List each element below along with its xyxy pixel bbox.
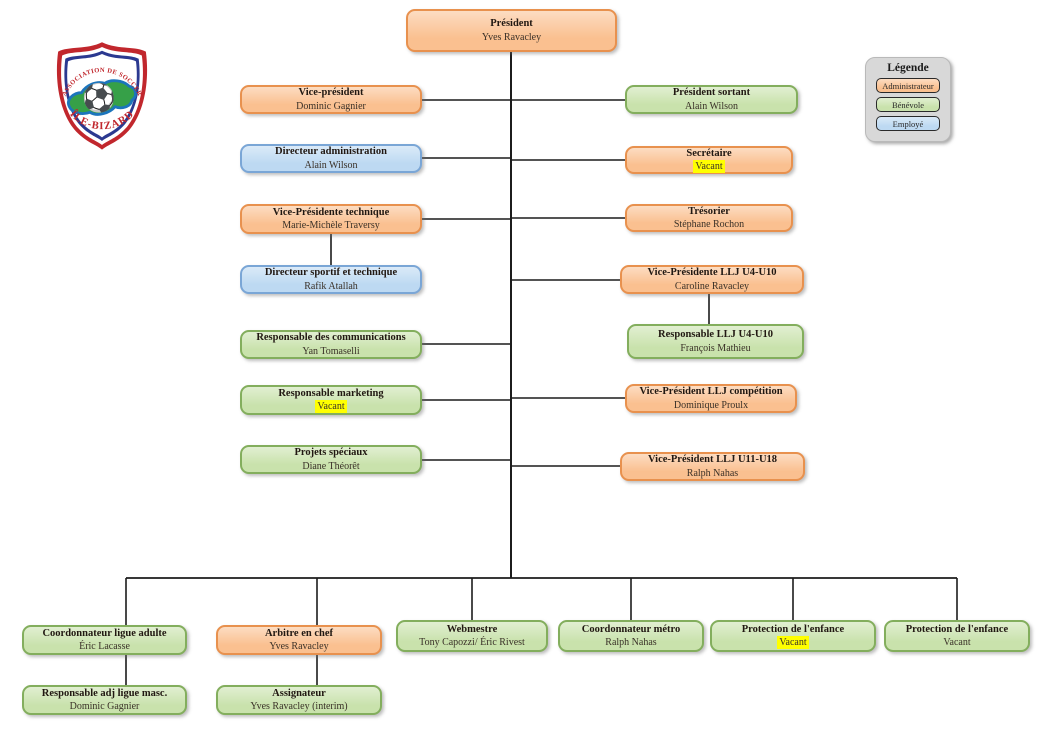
legend-items: Administrateur Bénévole Employé xyxy=(866,78,950,131)
node-title: Vice-Président LLJ compétition xyxy=(639,386,783,398)
org-node-directeur-administration[interactable]: Directeur administration Alain Wilson xyxy=(240,144,422,173)
node-title: Coordonnateur ligue adulte xyxy=(42,627,167,639)
node-person-vacant: Vacant xyxy=(693,160,725,174)
node-title: Webmestre xyxy=(446,623,498,635)
node-person: Caroline Ravacley xyxy=(674,280,750,292)
org-node-vp-llj-competition[interactable]: Vice-Président LLJ compétition Dominique … xyxy=(625,384,797,413)
node-title: Vice-président xyxy=(298,87,364,99)
node-title: Assignateur xyxy=(272,687,326,699)
node-title: Responsable LLJ U4-U10 xyxy=(658,329,773,341)
node-person: Yan Tomaselli xyxy=(302,345,360,357)
org-node-responsable-marketing[interactable]: Responsable marketing Vacant xyxy=(240,385,422,415)
node-person: Yves Ravacley xyxy=(481,31,542,43)
node-person: Diane Théorêt xyxy=(302,460,360,472)
node-title: Président sortant xyxy=(672,87,751,99)
node-person-vacant: Vacant xyxy=(777,636,809,650)
legend-item-benevole: Bénévole xyxy=(876,97,940,112)
node-person: Yves Ravacley (interim) xyxy=(250,701,348,713)
node-person: Tony Capozzi/ Éric Rivest xyxy=(419,637,525,649)
org-node-vp-llj-u4-u10[interactable]: Vice-Présidente LLJ U4-U10 Caroline Ravac… xyxy=(620,265,804,294)
node-title: Responsable des communications xyxy=(256,332,406,344)
node-title: Directeur administration xyxy=(275,146,387,158)
club-crest-logo: ⚽ ASSOCIATION DE SOCCER ÎLE-BIZARD xyxy=(56,42,148,150)
org-node-tresorier[interactable]: Trésorier Stéphane Rochon xyxy=(625,204,793,232)
node-title: Trésorier xyxy=(688,205,730,217)
org-node-responsable-adj-ligue-masc[interactable]: Responsable adj ligue masc. Dominic Gagni… xyxy=(22,685,187,715)
node-person: Ralph Nahas xyxy=(605,637,657,649)
node-person: Alain Wilson xyxy=(304,159,358,171)
node-title: Projets spéciaux xyxy=(294,447,368,459)
node-title: Responsable adj ligue masc. xyxy=(41,687,168,699)
node-title: Vice-Présidente technique xyxy=(272,206,390,218)
node-title: Président xyxy=(490,18,533,30)
soccer-ball-icon: ⚽ xyxy=(81,82,116,114)
org-node-webmestre[interactable]: Webmestre Tony Capozzi/ Éric Rivest xyxy=(396,620,548,652)
node-person: Éric Lacasse xyxy=(79,641,130,653)
island-shape xyxy=(67,79,137,116)
org-node-coordonnateur-metro[interactable]: Coordonnateur métro Ralph Nahas xyxy=(558,620,704,652)
legend-panel: Légende Administrateur Bénévole Employé xyxy=(865,57,951,142)
node-title: Vice-Président LLJ U11-U18 xyxy=(647,454,778,466)
node-title: Secrétaire xyxy=(686,147,732,159)
node-person: Yves Ravacley xyxy=(269,641,329,653)
org-node-secretaire[interactable]: Secrétaire Vacant xyxy=(625,146,793,174)
org-node-assignateur[interactable]: Assignateur Yves Ravacley (interim) xyxy=(216,685,382,715)
node-person: Dominic Gagnier xyxy=(296,100,366,112)
org-node-president[interactable]: Président Yves Ravacley xyxy=(406,9,617,52)
org-node-protection-enfance-2[interactable]: Protection de l'enfance Vacant xyxy=(884,620,1030,652)
node-person: Ralph Nahas xyxy=(686,467,739,479)
legend-title: Légende xyxy=(887,62,929,74)
org-node-president-sortant[interactable]: Président sortant Alain Wilson xyxy=(625,85,798,114)
node-title: Responsable marketing xyxy=(278,387,384,399)
org-node-coordonnateur-ligue-adulte[interactable]: Coordonnateur ligue adulte Éric Lacasse xyxy=(22,625,187,655)
node-person: Dominic Gagnier xyxy=(69,701,140,713)
org-node-arbitre-en-chef[interactable]: Arbitre en chef Yves Ravacley xyxy=(216,625,382,655)
node-person: Marie-Michèle Traversy xyxy=(282,220,380,232)
org-node-directeur-sportif-technique[interactable]: Directeur sportif et technique Rafik Atal… xyxy=(240,265,422,294)
node-title: Vice-Présidente LLJ U4-U10 xyxy=(647,267,777,279)
node-person: Dominique Proulx xyxy=(673,399,749,411)
node-title: Arbitre en chef xyxy=(264,627,334,639)
org-node-protection-enfance-1[interactable]: Protection de l'enfance Vacant xyxy=(710,620,876,652)
legend-item-employe: Employé xyxy=(876,116,940,131)
org-node-vice-presidente-technique[interactable]: Vice-Présidente technique Marie-Michèle T… xyxy=(240,204,422,234)
node-person: Alain Wilson xyxy=(684,100,739,112)
org-node-vp-llj-u11-u18[interactable]: Vice-Président LLJ U11-U18 Ralph Nahas xyxy=(620,452,805,481)
node-person: François Mathieu xyxy=(680,342,751,354)
org-node-projets-speciaux[interactable]: Projets spéciaux Diane Théorêt xyxy=(240,445,422,474)
node-title: Protection de l'enfance xyxy=(905,623,1009,635)
legend-item-admin: Administrateur xyxy=(876,78,940,93)
org-node-vice-president[interactable]: Vice-président Dominic Gagnier xyxy=(240,85,422,114)
node-person: Vacant xyxy=(943,637,971,649)
node-person-vacant: Vacant xyxy=(315,400,347,414)
org-node-responsable-llj-u4-u10[interactable]: Responsable LLJ U4-U10 François Mathieu xyxy=(627,324,804,359)
org-node-responsable-communications[interactable]: Responsable des communications Yan Tomase… xyxy=(240,330,422,359)
node-title: Directeur sportif et technique xyxy=(264,267,398,279)
node-title: Protection de l'enfance xyxy=(741,623,845,635)
node-person: Stéphane Rochon xyxy=(673,219,745,231)
node-title: Coordonnateur métro xyxy=(581,623,681,635)
node-person: Rafik Atallah xyxy=(304,280,358,292)
